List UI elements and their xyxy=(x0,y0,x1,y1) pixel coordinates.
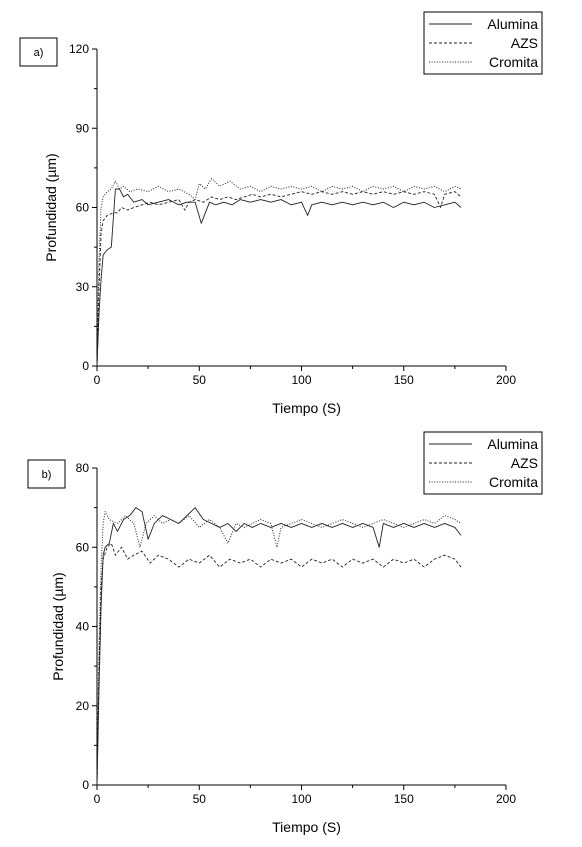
y-tick-label: 30 xyxy=(76,280,90,294)
y-tick-label: 0 xyxy=(82,778,89,792)
panel-label: b) xyxy=(42,469,52,481)
y-tick-label: 60 xyxy=(76,201,90,215)
x-tick-label: 200 xyxy=(496,373,516,387)
legend: Alumina AZS Cromita xyxy=(423,11,543,75)
panel-label-box xyxy=(27,459,66,489)
y-tick-label: 0 xyxy=(82,359,89,373)
legend-label-azs: AZS xyxy=(511,455,538,471)
series-line-alumina xyxy=(96,507,462,786)
series-line-azs xyxy=(96,191,462,367)
legend: Alumina AZS Cromita xyxy=(423,431,543,495)
y-tick-label: 120 xyxy=(69,42,89,56)
legend-box xyxy=(423,11,543,75)
legend-label-alumina: Alumina xyxy=(487,436,538,452)
series-line-cromita xyxy=(96,511,462,786)
chart-panel-2: 0 50 100 150 200 0 20 40 60 80 Tiempo (S) Profundid… xyxy=(27,431,543,835)
y-axis-label: Profundidad (µm) xyxy=(43,153,59,261)
y-tick-label: 80 xyxy=(76,461,90,475)
y-tick-label: 60 xyxy=(76,540,90,554)
series-line-azs xyxy=(96,542,462,786)
x-axis-label: Tiempo (S) xyxy=(272,400,341,416)
panel-label: a) xyxy=(34,47,44,59)
x-tick-label: 100 xyxy=(291,373,311,387)
x-tick-label: 150 xyxy=(394,792,414,806)
y-axis-label: Profundidad (µm) xyxy=(50,572,66,680)
x-tick-label: 150 xyxy=(394,373,414,387)
x-axis-label: Tiempo (S) xyxy=(272,819,341,835)
legend-label-cromita: Cromita xyxy=(489,474,538,490)
chart-panel-1: 0 50 100 150 200 0 30 60 90 120 Tiempo (S) Profundi… xyxy=(19,11,543,416)
series-line-cromita xyxy=(96,177,462,367)
x-tick-label: 0 xyxy=(94,792,101,806)
legend-label-azs: AZS xyxy=(511,35,538,51)
x-tick-label: 50 xyxy=(193,792,207,806)
x-tick-label: 0 xyxy=(94,373,101,387)
legend-label-cromita: Cromita xyxy=(489,54,538,70)
y-tick-label: 90 xyxy=(76,121,90,135)
panel-label-box xyxy=(19,37,58,67)
y-tick-label: 20 xyxy=(76,699,90,713)
y-tick-label: 40 xyxy=(76,620,90,634)
legend-label-alumina: Alumina xyxy=(487,16,538,32)
x-tick-label: 50 xyxy=(193,373,207,387)
x-tick-label: 100 xyxy=(291,792,311,806)
x-tick-label: 200 xyxy=(496,792,516,806)
legend-box xyxy=(423,431,543,495)
series-line-alumina xyxy=(96,188,462,367)
